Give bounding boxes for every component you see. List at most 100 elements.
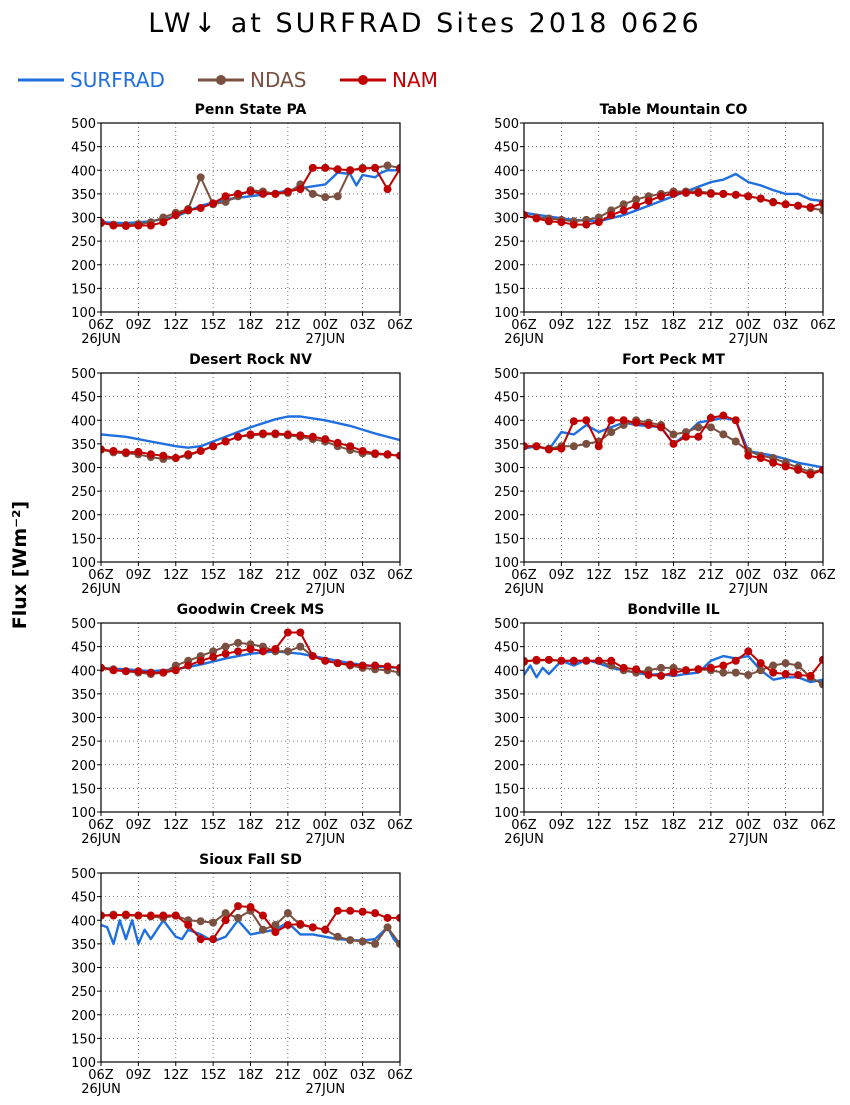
data-point-nam <box>134 447 143 456</box>
data-point-ndas <box>769 661 778 670</box>
data-point-nam <box>258 647 267 656</box>
data-point-nam <box>396 164 400 173</box>
data-point-nam <box>333 659 342 668</box>
data-point-nam <box>101 911 105 920</box>
data-point-nam <box>134 667 143 676</box>
x-tick-label: 06Z <box>387 1068 413 1083</box>
data-point-nam <box>694 432 703 441</box>
data-point-nam <box>358 907 367 916</box>
data-point-nam <box>619 416 628 425</box>
data-point-nam <box>333 906 342 915</box>
data-point-ndas <box>569 442 578 451</box>
y-tick-label: 400 <box>71 664 96 679</box>
data-point-nam <box>794 670 803 679</box>
data-point-nam <box>781 462 790 471</box>
x-tick-label: 00Z <box>313 568 339 583</box>
series-nam <box>101 902 400 944</box>
chart-penn-state: Penn State PA 100 150 200 250 300 350 400 450 500… <box>71 102 413 347</box>
y-tick-label: 250 <box>71 485 96 500</box>
x-tick-label: 15Z <box>623 318 649 333</box>
data-point-nam <box>632 665 641 674</box>
data-point-nam <box>632 418 641 427</box>
data-point-nam <box>121 667 130 676</box>
data-point-nam <box>582 416 591 425</box>
x-tick-label: 00Z <box>736 818 762 833</box>
data-point-nam <box>744 451 753 460</box>
data-point-nam <box>371 449 380 458</box>
legend: SURFRAD NDAS NAM <box>18 68 438 92</box>
data-point-nam <box>101 663 105 672</box>
chart-goodwin-creek: Goodwin Creek MS 100 150 200 250 300 350 400 450… <box>71 602 413 847</box>
data-point-nam <box>296 920 305 929</box>
x-tick-label: 18Z <box>238 568 264 583</box>
series-surfrad <box>524 172 823 223</box>
x-tick-label: 00Z <box>313 1068 339 1083</box>
data-point-nam <box>234 189 243 198</box>
date-label: 26JUN <box>81 582 121 597</box>
y-tick-label: 150 <box>494 532 519 547</box>
data-point-nam <box>756 454 765 463</box>
data-point-nam <box>308 652 317 661</box>
y-tick-label: 450 <box>71 891 96 906</box>
x-tick-label: 03Z <box>773 568 799 583</box>
x-tick-label: 12Z <box>163 1068 189 1083</box>
y-tick-label: 150 <box>71 282 96 297</box>
grid <box>101 873 400 1062</box>
y-tick-label: 200 <box>71 509 96 524</box>
date-label: 26JUN <box>81 832 121 847</box>
date-label: 27JUN <box>305 832 345 847</box>
data-point-nam <box>619 663 628 672</box>
data-point-nam <box>731 656 740 665</box>
data-point-nam <box>569 220 578 229</box>
data-point-nam <box>806 671 815 680</box>
series-surfrad <box>101 650 400 673</box>
data-point-nam <box>146 668 155 677</box>
date-label: 27JUN <box>305 332 345 347</box>
x-tick-label: 06Z <box>88 1068 114 1083</box>
data-point-nam <box>184 920 193 929</box>
y-tick-label: 200 <box>71 259 96 274</box>
data-point-ndas <box>657 663 666 672</box>
data-point-nam <box>371 909 380 918</box>
y-tick-label: 500 <box>71 117 96 132</box>
data-point-nam <box>258 911 267 920</box>
x-tick-label: 18Z <box>238 318 264 333</box>
x-tick-label: 06Z <box>810 568 836 583</box>
data-point-nam <box>134 221 143 230</box>
data-point-ndas <box>308 189 317 198</box>
data-point-ndas <box>271 920 280 929</box>
data-point-ndas <box>632 195 641 204</box>
data-point-nam <box>121 222 130 231</box>
x-tick-label: 03Z <box>773 318 799 333</box>
y-tick-label: 250 <box>494 235 519 250</box>
data-point-nam <box>781 670 790 679</box>
x-tick-label: 18Z <box>238 1068 264 1083</box>
x-tick-label: 09Z <box>126 1068 152 1083</box>
x-tick-label: 12Z <box>163 568 189 583</box>
series-nam <box>101 628 400 677</box>
y-tick-label: 100 <box>494 806 519 821</box>
data-point-nam <box>234 902 243 911</box>
data-point-nam <box>557 444 566 453</box>
data-point-nam <box>221 916 230 925</box>
y-tick-label: 200 <box>494 759 519 774</box>
date-label: 26JUN <box>504 582 544 597</box>
data-point-nam <box>819 199 823 208</box>
y-axis-title: Flux [Wm⁻²] <box>9 501 31 629</box>
data-point-nam <box>171 211 180 220</box>
data-point-nam <box>296 431 305 440</box>
data-point-nam <box>396 663 400 672</box>
y-tick-label: 350 <box>494 688 519 703</box>
data-point-nam <box>246 187 255 196</box>
data-point-nam <box>221 192 230 201</box>
date-label: 27JUN <box>728 832 768 847</box>
data-point-nam <box>569 656 578 665</box>
x-tick-label: 03Z <box>350 818 376 833</box>
data-point-nam <box>644 420 653 429</box>
data-point-nam <box>719 411 728 420</box>
data-point-nam <box>644 670 653 679</box>
chart-bondville: Bondville IL 100 150 200 250 300 350 400 450 500 0… <box>494 602 836 847</box>
data-point-nam <box>607 211 616 220</box>
y-tick-label: 100 <box>71 556 96 571</box>
series-line-surfrad <box>101 415 400 449</box>
